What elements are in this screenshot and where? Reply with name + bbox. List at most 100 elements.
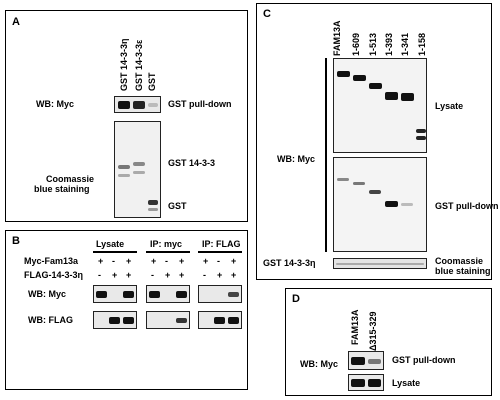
blot-lysate-flag [93,311,137,329]
band [96,291,107,298]
panel-d: D FAM13A Δ315-329 WB: Myc GST pull-down … [285,288,492,396]
band [123,291,134,298]
band [109,317,120,324]
lane-label-1-158: 1-158 [417,32,427,56]
sign: - [203,270,206,280]
sign: + [98,256,104,266]
sign: + [217,270,223,280]
band [118,101,130,109]
lysate-blot [348,374,384,391]
sign: - [151,270,154,280]
gst-pulldown-label: GST pull-down [392,355,456,365]
band [369,83,382,89]
blot-lysate-myc [93,285,137,303]
pulldown-blot [333,157,427,252]
gst-1433-eta-label: GST 14-3-3η [263,258,316,268]
lane-label-1-513: 1-513 [368,32,378,56]
sign: + [165,270,171,280]
header-underline-lysate [93,251,137,253]
sign: + [179,256,185,266]
coomassie-label-line1: Coomassie [435,256,484,266]
panel-b: B Lysate IP: myc IP: FLAG Myc-Fam13a FLA… [5,230,248,390]
blot-ipflag-flag [198,311,242,329]
sign: + [112,270,118,280]
band [353,75,366,81]
header-underline-ip-flag [198,251,242,253]
band [149,291,160,298]
band [351,357,365,365]
band [401,203,413,206]
band [351,379,365,387]
blot-ipmyc-myc [146,285,190,303]
sign: - [165,256,168,266]
lane-label-gst-1433-eta: GST 14-3-3η [119,38,129,91]
header-ip-myc: IP: myc [150,239,183,249]
band [353,182,365,185]
band [148,103,158,107]
header-lysate: Lysate [96,239,125,249]
sign: - [112,256,115,266]
wb-myc-label: WB: Myc [28,289,66,299]
lane-label-delta-315-329: Δ315-329 [368,311,378,352]
band [148,208,158,211]
sign: + [231,256,237,266]
sign: + [126,256,132,266]
sign: - [217,256,220,266]
coomassie-strip [333,258,427,269]
band [133,101,145,109]
panel-a-label: A [12,16,20,28]
lane-label-fam13a: FAM13A [350,309,360,345]
gst-pulldown-label: GST pull-down [168,99,232,109]
wb-myc-label: WB: Myc [277,154,315,164]
band [368,359,381,364]
coomassie-label-line1: Coomassie [46,174,95,184]
sign: - [98,270,101,280]
header-ip-flag: IP: FLAG [202,239,241,249]
band [416,136,426,140]
wb-myc-label: WB: Myc [300,359,338,369]
wb-myc-blot [114,96,161,113]
panel-c-label: C [263,8,271,20]
band [369,190,381,194]
coomassie-gel [114,121,161,218]
wb-myc-label: WB: Myc [36,99,74,109]
band [118,174,130,177]
band [385,201,398,207]
band [416,129,426,133]
panel-a: A GST 14-3-3η GST 14-3-3ε GST WB: Myc GS… [5,10,248,222]
band [118,165,130,169]
band [123,317,134,324]
blot-ipflag-myc [198,285,242,303]
myc-fam13a-label: Myc-Fam13a [24,256,79,266]
band [385,92,398,100]
sign: + [231,270,237,280]
band [176,318,187,323]
coomassie-label-line2: blue staining [435,266,491,276]
gst-pulldown-label: GST pull-down [435,201,499,211]
lysate-label: Lysate [392,378,421,388]
sign: + [151,256,157,266]
band [228,317,239,324]
lane-label-1-609: 1-609 [351,32,361,56]
panel-b-label: B [12,235,20,247]
lane-label-gst: GST [147,72,157,91]
lane-label-gst-1433-epsilon: GST 14-3-3ε [134,39,144,91]
wb-flag-label: WB: FLAG [28,315,73,325]
panel-d-label: D [292,293,300,305]
band [368,379,381,387]
lysate-blot [333,58,427,153]
panel-c: C FAM13A 1-609 1-513 1-393 1-341 1-158 L… [256,3,499,280]
pulldown-blot [348,351,384,370]
band [214,317,225,324]
lysate-label: Lysate [435,101,464,111]
band [337,178,349,181]
band [148,200,158,205]
blot-ipmyc-flag [146,311,190,329]
coomassie-label-line2: blue staining [34,184,90,194]
band [133,162,145,166]
lane-label-fam13a: FAM13A [332,20,342,56]
lane-label-1-341: 1-341 [400,32,410,56]
gst-1433-label: GST 14-3-3 [168,158,216,168]
band [401,93,414,101]
header-underline-ip-myc [146,251,190,253]
